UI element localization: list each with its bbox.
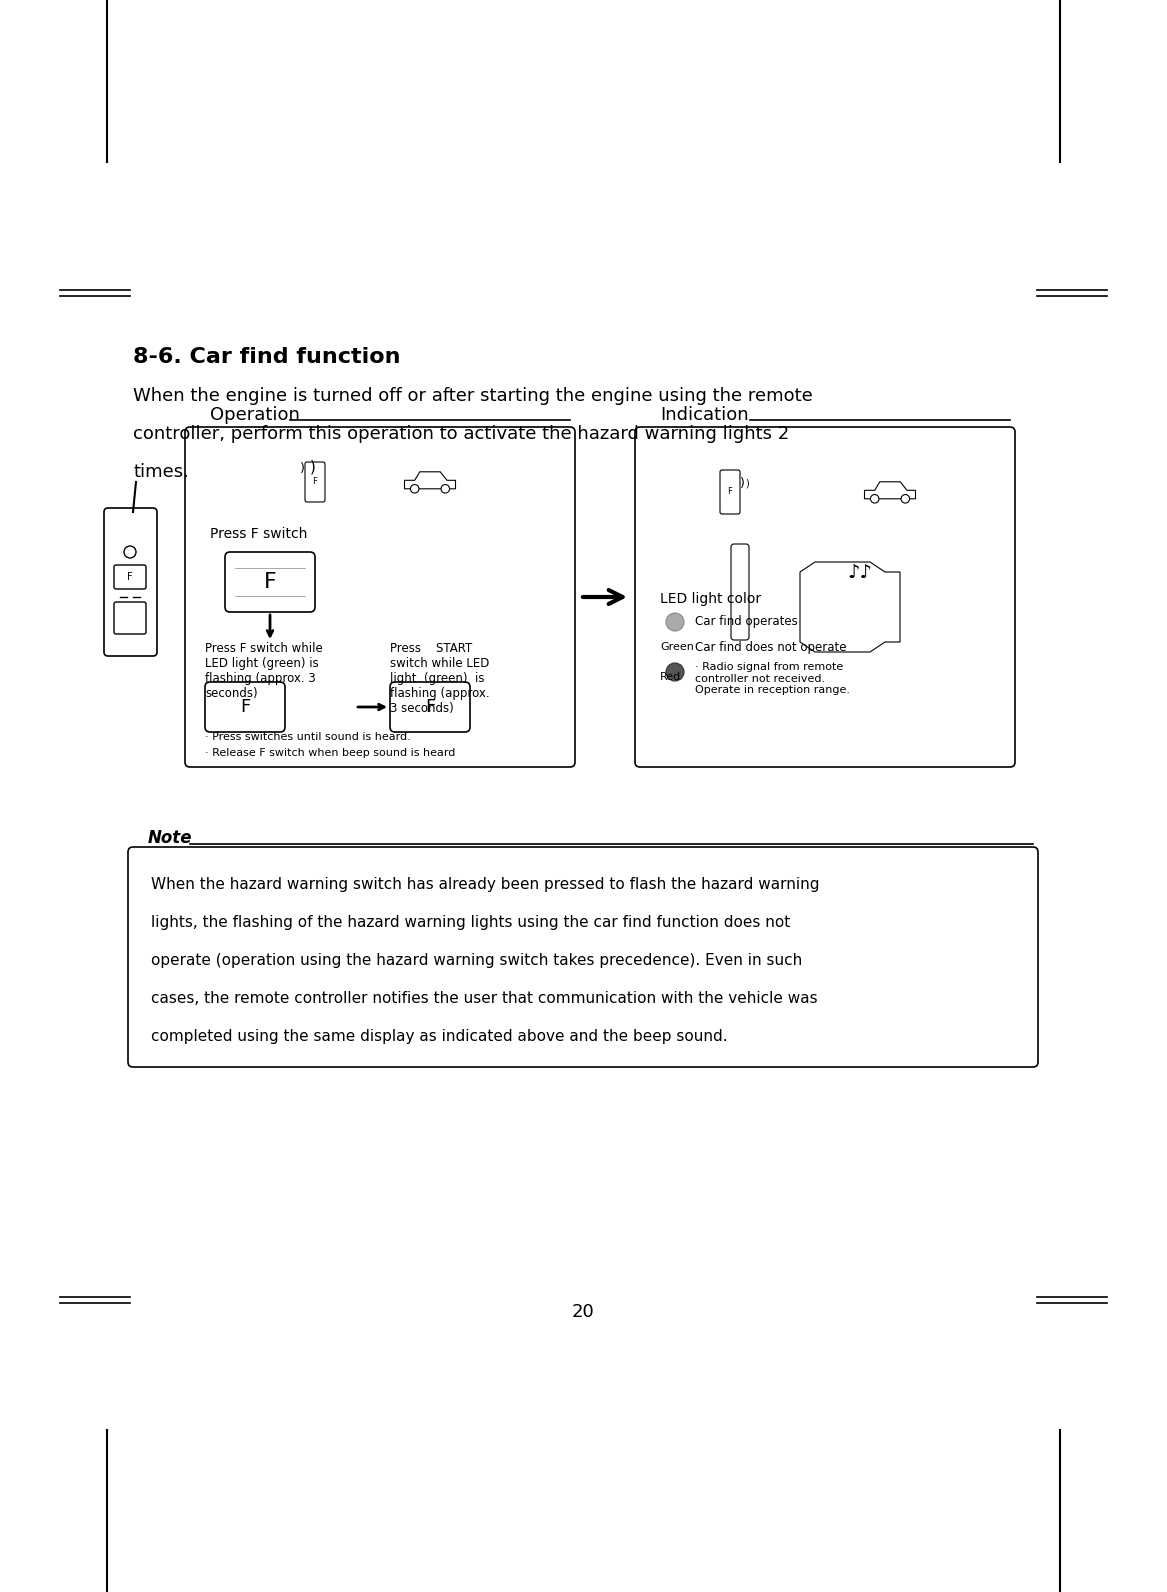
Circle shape — [666, 662, 684, 681]
Text: Operation: Operation — [210, 406, 300, 423]
Text: · Release F switch when beep sound is heard: · Release F switch when beep sound is he… — [205, 748, 455, 758]
Text: 20: 20 — [572, 1302, 594, 1321]
Text: controller, perform this operation to activate the hazard warning lights 2: controller, perform this operation to ac… — [133, 425, 789, 443]
Text: F: F — [127, 572, 133, 583]
Text: F: F — [264, 572, 277, 592]
Text: ): ) — [310, 460, 316, 474]
Text: ): ) — [740, 478, 745, 490]
Text: times.: times. — [133, 463, 189, 481]
Text: Press    START
switch while LED
light  (green)  is
flashing (approx.
3 seconds): Press START switch while LED light (gree… — [390, 642, 490, 715]
Text: operate (operation using the hazard warning switch takes precedence). Even in su: operate (operation using the hazard warn… — [151, 954, 802, 968]
FancyBboxPatch shape — [128, 847, 1037, 1067]
FancyBboxPatch shape — [731, 544, 749, 640]
FancyBboxPatch shape — [205, 681, 285, 732]
Text: Car find operates: Car find operates — [696, 616, 798, 629]
Circle shape — [901, 495, 909, 503]
Text: Indication: Indication — [661, 406, 748, 423]
Circle shape — [666, 613, 684, 630]
Text: F: F — [313, 478, 317, 487]
Circle shape — [411, 484, 419, 494]
Text: F: F — [240, 697, 250, 716]
Circle shape — [124, 546, 137, 559]
Polygon shape — [865, 482, 915, 498]
Circle shape — [441, 484, 449, 494]
Text: 8-6. Car find function: 8-6. Car find function — [133, 347, 400, 368]
Circle shape — [871, 495, 879, 503]
Text: Press F switch: Press F switch — [210, 527, 307, 541]
Text: F: F — [727, 487, 733, 497]
Text: Note: Note — [148, 829, 193, 847]
FancyBboxPatch shape — [225, 552, 315, 611]
Text: F: F — [425, 697, 435, 716]
Text: Car find does not operate: Car find does not operate — [696, 640, 846, 653]
Text: ): ) — [745, 479, 749, 489]
FancyBboxPatch shape — [104, 508, 158, 656]
Text: When the hazard warning switch has already been pressed to flash the hazard warn: When the hazard warning switch has alrea… — [151, 877, 819, 892]
Text: LED light color: LED light color — [661, 592, 761, 607]
Text: Red: Red — [661, 672, 682, 681]
FancyBboxPatch shape — [114, 565, 146, 589]
Text: · Radio signal from remote
controller not received.
Operate in reception range.: · Radio signal from remote controller no… — [696, 662, 850, 696]
Text: ♪♪: ♪♪ — [847, 562, 873, 581]
Text: cases, the remote controller notifies the user that communication with the vehic: cases, the remote controller notifies th… — [151, 990, 818, 1006]
FancyBboxPatch shape — [635, 427, 1015, 767]
Polygon shape — [801, 562, 900, 653]
Text: Green: Green — [661, 642, 694, 653]
Text: When the engine is turned off or after starting the engine using the remote: When the engine is turned off or after s… — [133, 387, 812, 404]
Polygon shape — [405, 471, 455, 489]
FancyBboxPatch shape — [114, 602, 146, 634]
Text: lights, the flashing of the hazard warning lights using the car find function do: lights, the flashing of the hazard warni… — [151, 915, 790, 930]
Text: ): ) — [300, 462, 305, 474]
Text: completed using the same display as indicated above and the beep sound.: completed using the same display as indi… — [151, 1028, 728, 1044]
FancyBboxPatch shape — [390, 681, 470, 732]
Text: Press F switch while
LED light (green) is
flashing (approx. 3
seconds): Press F switch while LED light (green) i… — [205, 642, 323, 700]
Text: · Press switches until sound is heard.: · Press switches until sound is heard. — [205, 732, 411, 742]
FancyBboxPatch shape — [186, 427, 575, 767]
FancyBboxPatch shape — [305, 462, 324, 501]
FancyBboxPatch shape — [720, 470, 740, 514]
